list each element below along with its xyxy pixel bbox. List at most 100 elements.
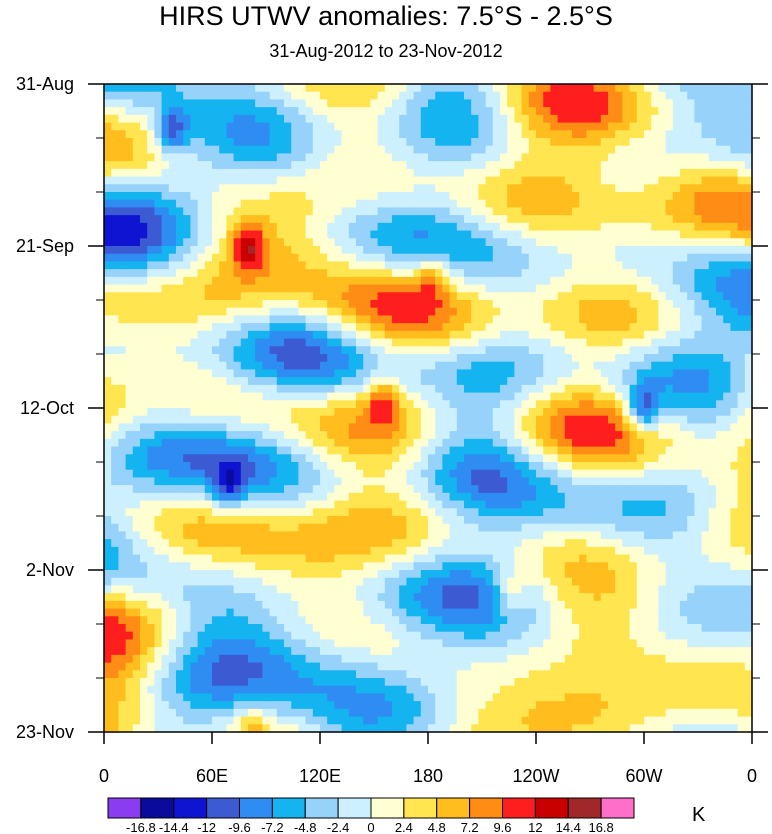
heat-cell bbox=[420, 207, 429, 216]
heat-cell bbox=[428, 84, 436, 93]
heat-cell bbox=[723, 315, 731, 324]
heat-cell bbox=[428, 307, 436, 317]
heat-cell bbox=[327, 438, 335, 448]
heat-cell bbox=[305, 161, 314, 170]
heat-cell bbox=[399, 161, 407, 170]
heat-cell bbox=[284, 238, 292, 247]
heat-cell bbox=[197, 438, 206, 448]
heat-cell bbox=[168, 346, 177, 355]
heat-cell bbox=[536, 238, 544, 247]
heat-cell bbox=[377, 446, 386, 455]
heat-cell bbox=[392, 184, 400, 193]
heat-cell bbox=[507, 307, 515, 317]
heat-cell bbox=[132, 307, 141, 317]
heat-cell bbox=[161, 354, 170, 363]
heat-cell bbox=[622, 438, 631, 448]
heat-cell bbox=[622, 122, 631, 131]
heat-cell bbox=[586, 354, 595, 363]
heat-cell bbox=[528, 130, 537, 139]
heat-cell bbox=[204, 161, 213, 170]
heat-cell bbox=[622, 392, 631, 401]
heat-cell bbox=[291, 161, 299, 170]
heat-cell bbox=[737, 454, 746, 463]
heat-cell bbox=[492, 454, 501, 463]
heat-cell bbox=[708, 292, 717, 301]
heat-cell bbox=[744, 384, 753, 394]
heat-cell bbox=[694, 354, 703, 363]
heat-cell bbox=[219, 338, 227, 347]
heat-cell bbox=[521, 446, 530, 455]
heat-cell bbox=[140, 184, 148, 193]
heat-cell bbox=[658, 253, 667, 263]
heat-cell bbox=[111, 161, 119, 170]
heat-cell bbox=[212, 246, 220, 255]
heat-cell bbox=[327, 153, 335, 162]
heat-cell bbox=[449, 408, 458, 417]
heat-cell bbox=[737, 300, 746, 309]
heat-cell bbox=[248, 508, 256, 517]
heat-cell bbox=[435, 222, 443, 232]
heat-cell bbox=[132, 315, 141, 324]
heat-cell bbox=[341, 454, 350, 463]
heat-cell bbox=[485, 99, 494, 108]
heat-cell bbox=[744, 91, 753, 101]
heat-cell bbox=[356, 261, 364, 270]
heat-cell bbox=[435, 408, 443, 417]
heat-cell bbox=[154, 153, 163, 162]
heat-cell bbox=[600, 107, 609, 116]
heat-cell bbox=[464, 307, 472, 317]
heat-cell bbox=[125, 469, 134, 479]
heat-cell bbox=[521, 222, 530, 232]
heat-cell bbox=[140, 84, 148, 93]
heat-cell bbox=[543, 346, 551, 355]
heat-cell bbox=[464, 492, 472, 502]
heat-cell bbox=[104, 454, 112, 463]
heat-cell bbox=[219, 207, 227, 216]
heat-cell bbox=[392, 300, 400, 309]
heat-cell bbox=[406, 107, 415, 116]
heat-cell bbox=[644, 423, 652, 432]
heat-cell bbox=[701, 462, 710, 471]
heat-cell bbox=[651, 315, 659, 324]
heat-cell bbox=[485, 384, 494, 394]
heat-cell bbox=[392, 477, 400, 486]
heat-cell bbox=[248, 192, 256, 201]
heat-cell bbox=[500, 284, 508, 293]
heat-cell bbox=[212, 307, 220, 317]
heat-cell bbox=[622, 492, 631, 502]
heat-cell bbox=[176, 114, 184, 124]
heat-cell bbox=[219, 307, 227, 317]
heat-cell bbox=[140, 330, 148, 340]
heat-cell bbox=[543, 415, 551, 425]
heat-cell bbox=[248, 307, 256, 317]
heat-cell bbox=[154, 377, 163, 386]
heat-cell bbox=[413, 454, 422, 463]
heat-cell bbox=[219, 122, 227, 131]
heat-cell bbox=[420, 292, 429, 301]
heat-cell bbox=[348, 354, 357, 363]
heat-cell bbox=[305, 423, 314, 432]
heat-cell bbox=[413, 500, 422, 509]
heat-cell bbox=[118, 161, 127, 170]
heat-cell bbox=[636, 207, 645, 216]
heat-cell bbox=[723, 400, 731, 409]
heat-cell bbox=[240, 462, 249, 471]
heat-cell bbox=[701, 207, 710, 216]
heat-cell bbox=[161, 492, 170, 502]
heat-cell bbox=[557, 199, 566, 209]
heat-cell bbox=[687, 384, 695, 394]
heat-cell bbox=[644, 192, 652, 201]
heat-cell bbox=[536, 423, 544, 432]
heat-cell bbox=[284, 492, 292, 502]
heat-cell bbox=[708, 438, 717, 448]
heat-cell bbox=[716, 238, 724, 247]
heat-cell bbox=[334, 161, 343, 170]
heat-cell bbox=[291, 500, 299, 509]
heat-cell bbox=[744, 153, 753, 162]
heat-cell bbox=[132, 122, 141, 131]
heat-cell bbox=[413, 408, 422, 417]
heat-cell bbox=[392, 462, 400, 471]
heat-cell bbox=[154, 114, 163, 124]
heat-cell bbox=[370, 138, 379, 147]
heat-cell bbox=[305, 384, 314, 394]
